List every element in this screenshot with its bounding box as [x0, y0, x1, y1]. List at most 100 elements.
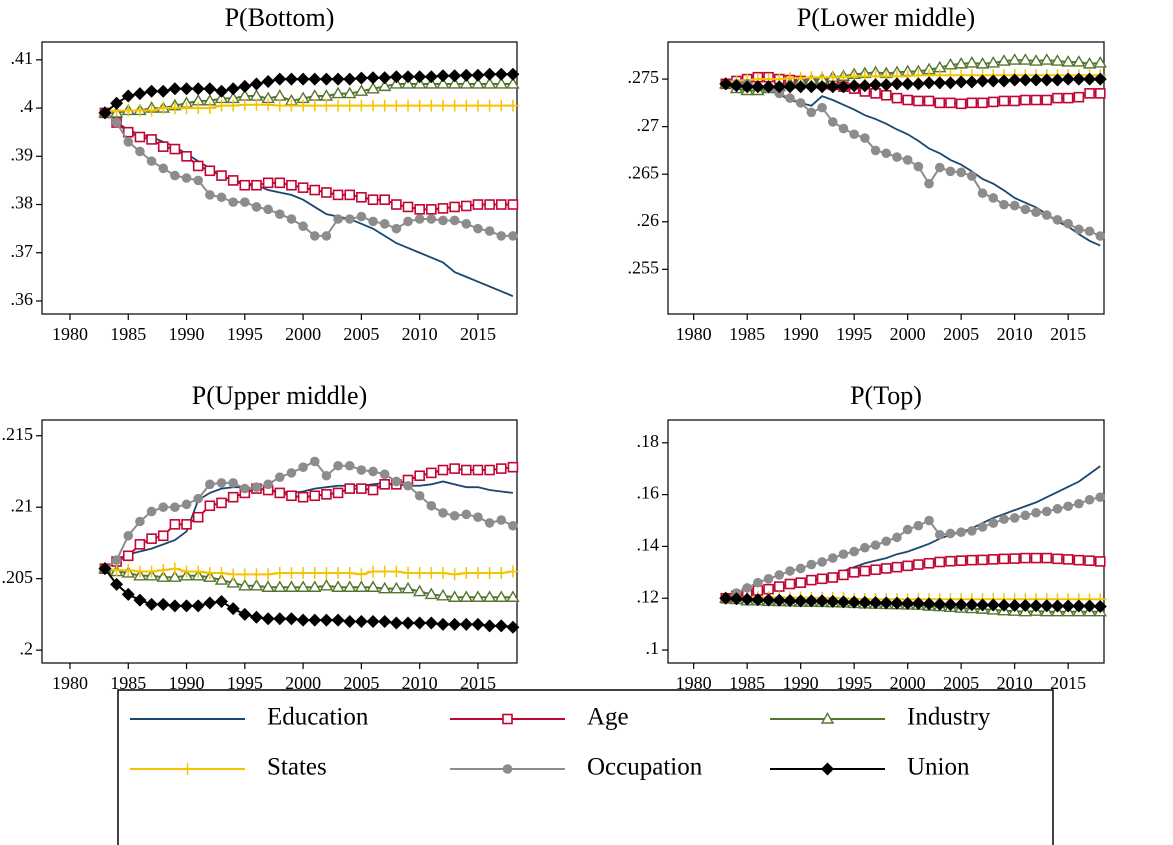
- data-point: [135, 516, 145, 527]
- data-point: [472, 464, 484, 476]
- data-point: [987, 554, 999, 565]
- data-point: [297, 566, 310, 579]
- data-point: [998, 553, 1010, 565]
- data-point: [250, 568, 263, 581]
- data-point: [377, 581, 392, 594]
- data-point: [203, 596, 217, 610]
- series-line: [104, 480, 514, 570]
- data-point: [1074, 224, 1084, 235]
- data-point: [192, 565, 205, 578]
- legend-marker: [181, 763, 194, 775]
- data-point: [168, 570, 182, 582]
- data-point: [869, 78, 883, 92]
- data-point: [379, 219, 390, 229]
- data-point: [783, 80, 797, 94]
- data-point: [483, 67, 497, 81]
- data-point: [333, 214, 343, 224]
- data-point: [296, 72, 310, 86]
- data-point: [426, 500, 437, 511]
- data-point: [170, 170, 180, 181]
- data-point: [401, 581, 415, 594]
- data-point: [180, 82, 194, 96]
- data-point: [459, 77, 474, 89]
- x-tick-label: 1985: [110, 324, 146, 344]
- data-point: [999, 199, 1009, 210]
- data-point: [1061, 72, 1075, 86]
- data-point: [774, 570, 785, 580]
- plot-frame: [41, 419, 518, 664]
- legend-box: [117, 689, 1054, 845]
- data-point: [1007, 53, 1022, 65]
- x-tick-label: 2010: [402, 324, 438, 344]
- data-point: [401, 616, 415, 630]
- x-tick-label: 1995: [836, 324, 872, 344]
- data-point: [367, 99, 380, 112]
- data-point: [923, 95, 935, 107]
- data-point: [966, 554, 978, 566]
- data-point: [426, 467, 437, 479]
- data-point: [238, 79, 252, 93]
- data-point: [238, 568, 251, 581]
- data-point: [836, 595, 850, 609]
- data-point: [273, 580, 287, 592]
- data-point: [286, 468, 297, 478]
- data-point: [482, 77, 497, 89]
- data-point: [367, 565, 380, 578]
- data-point: [955, 555, 967, 566]
- x-tick-label: 2015: [1050, 324, 1086, 344]
- data-point: [249, 610, 263, 624]
- y-tick-label: .18: [637, 431, 660, 451]
- data-point: [1041, 506, 1052, 517]
- x-tick-label: 2005: [343, 673, 379, 693]
- data-point: [414, 490, 425, 501]
- data-point: [413, 566, 426, 579]
- x-tick-label: 2000: [285, 324, 321, 344]
- data-point: [321, 489, 332, 500]
- data-point: [251, 482, 262, 492]
- data-point: [344, 189, 356, 201]
- data-point: [390, 99, 403, 112]
- data-point: [785, 566, 795, 576]
- data-point: [156, 84, 170, 98]
- data-point: [849, 546, 859, 557]
- data-point: [471, 617, 485, 631]
- data-point: [1009, 553, 1020, 564]
- data-point: [836, 80, 850, 94]
- data-point: [377, 79, 392, 92]
- data-point: [402, 201, 414, 213]
- data-point: [998, 95, 1010, 107]
- data-point: [122, 564, 135, 577]
- data-point: [447, 77, 462, 89]
- data-point: [356, 191, 367, 203]
- data-point: [426, 214, 437, 224]
- data-point: [214, 573, 229, 585]
- data-point: [1041, 94, 1053, 106]
- data-point: [181, 150, 192, 162]
- y-tick-label: .36: [11, 289, 34, 309]
- data-point: [879, 78, 893, 92]
- data-point: [402, 99, 415, 112]
- data-point: [378, 99, 391, 112]
- data-point: [986, 598, 1000, 612]
- data-point: [133, 104, 146, 117]
- data-point: [331, 86, 345, 99]
- data-point: [226, 576, 240, 588]
- data-point: [331, 613, 345, 627]
- data-point: [262, 98, 275, 111]
- data-point: [1020, 94, 1031, 106]
- data-point: [484, 226, 495, 236]
- y-tick-label: .265: [628, 162, 660, 182]
- data-point: [460, 200, 472, 212]
- data-point: [319, 72, 333, 86]
- data-point: [1020, 204, 1031, 215]
- data-point: [901, 77, 915, 91]
- data-point: [110, 564, 123, 577]
- data-point: [1040, 73, 1054, 87]
- data-point: [391, 199, 402, 210]
- data-point: [1093, 56, 1107, 68]
- data-point: [134, 131, 146, 143]
- y-tick-label: .21: [11, 495, 34, 515]
- data-point: [1062, 92, 1074, 104]
- data-point: [999, 514, 1009, 525]
